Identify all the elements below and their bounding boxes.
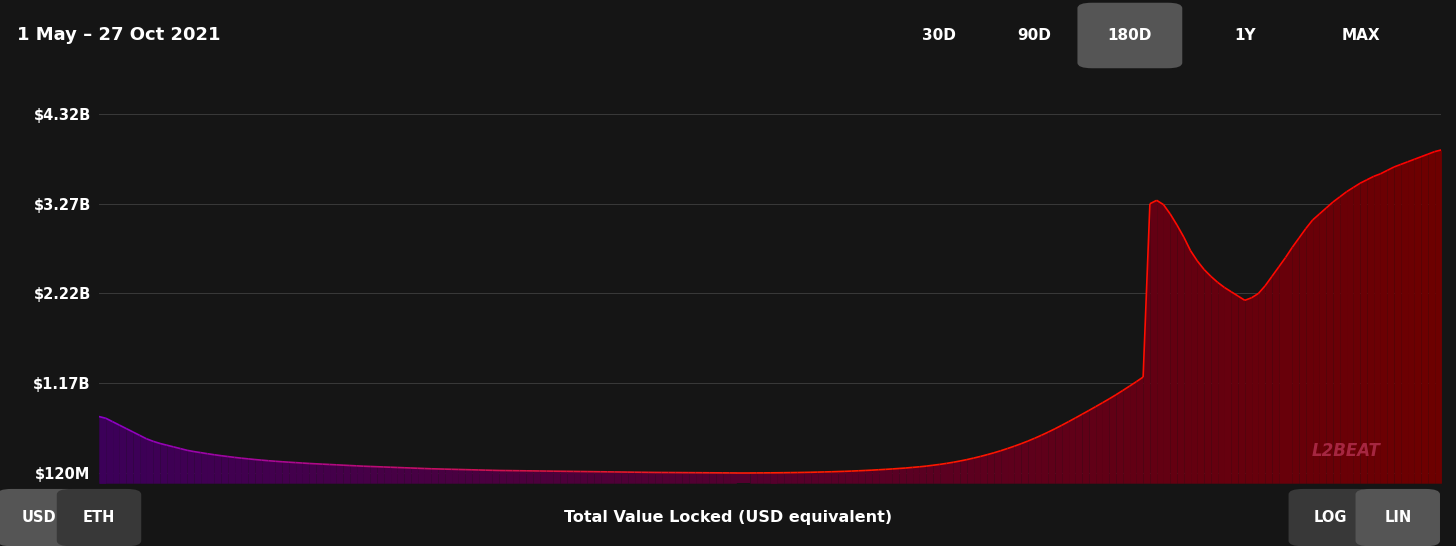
Text: 180D: 180D <box>1108 28 1152 43</box>
Text: USD: USD <box>22 510 57 525</box>
Text: 90D: 90D <box>1016 28 1051 43</box>
Text: LOG: LOG <box>1313 510 1348 525</box>
Text: 1Y: 1Y <box>1235 28 1255 43</box>
Text: MAX: MAX <box>1342 28 1380 43</box>
Text: LIN: LIN <box>1385 510 1411 525</box>
Text: L2BEAT: L2BEAT <box>1312 442 1382 460</box>
Text: Total Value Locked (USD equivalent): Total Value Locked (USD equivalent) <box>563 510 893 525</box>
Text: 30D: 30D <box>922 28 957 43</box>
Text: 1 May – 27 Oct 2021: 1 May – 27 Oct 2021 <box>17 27 221 44</box>
Text: ETH: ETH <box>83 510 115 525</box>
